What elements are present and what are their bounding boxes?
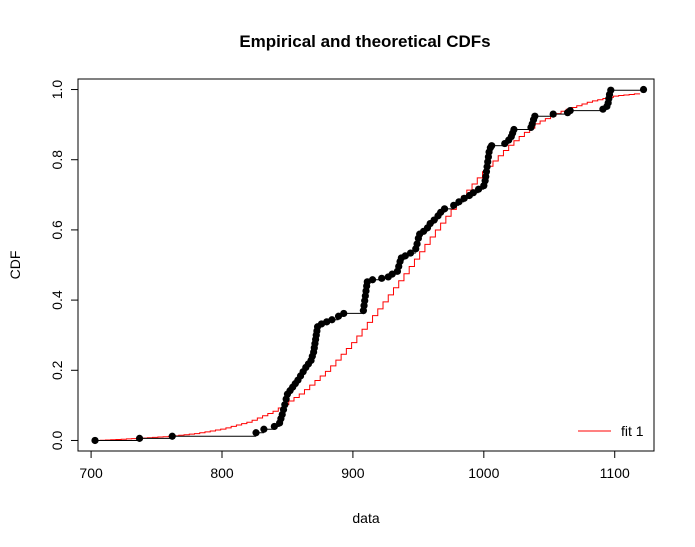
empirical-point-34: [340, 309, 348, 318]
empirical-point-62: [440, 205, 449, 213]
empirical-point-53: [413, 240, 421, 248]
y-tick-label-1: 0.2: [49, 360, 65, 380]
y-tick-label-3: 0.6: [49, 220, 65, 240]
y-tick-label-2: 0.4: [49, 290, 65, 310]
y-axis-label: CDF: [7, 251, 23, 280]
empirical-point-5: [270, 422, 278, 431]
empirical-cdf-layer: [91, 85, 648, 445]
theoretical-cdf-layer: [95, 93, 641, 441]
x-tick-label-3: 1000: [468, 465, 499, 481]
empirical-point-63: [450, 201, 458, 209]
empirical-point-96: [607, 86, 615, 94]
empirical-point-1: [135, 434, 144, 442]
x-axis-label: data: [352, 510, 379, 526]
empirical-point-43: [378, 274, 386, 282]
y-tick-label-5: 1.0: [49, 80, 65, 100]
empirical-point-87: [531, 112, 539, 120]
empirical-point-88: [549, 110, 557, 118]
empirical-point-64: [455, 198, 463, 206]
x-tick-label-0: 700: [79, 465, 103, 481]
empirical-point-10: [281, 401, 289, 409]
empirical-point-42: [368, 276, 377, 284]
y-tick-label-0: 0.0: [49, 431, 65, 451]
empirical-point-90: [566, 106, 574, 115]
x-tick-label-1: 800: [210, 465, 234, 481]
legend: fit 1: [578, 423, 644, 439]
empirical-point-2: [168, 432, 176, 440]
empirical-point-97: [639, 85, 648, 94]
x-axis: 700 800 900 1000 1100: [79, 450, 630, 481]
chart-title: Empirical and theoretical CDFs: [239, 32, 490, 51]
legend-label-fit-1: fit 1: [621, 423, 644, 439]
empirical-point-78: [488, 142, 496, 150]
empirical-point-83: [510, 125, 518, 134]
empirical-point-4: [260, 425, 268, 433]
x-tick-label-2: 900: [341, 465, 365, 481]
y-tick-label-4: 0.8: [49, 150, 65, 170]
theoretical-cdf-line: [95, 93, 641, 441]
empirical-point-0: [91, 436, 99, 445]
empirical-point-68: [474, 185, 483, 193]
y-axis: 0.0 0.2 0.4 0.6 0.8 1.0: [49, 80, 79, 451]
empirical-point-32: [328, 316, 336, 324]
empirical-point-3: [252, 429, 260, 437]
empirical-point-51: [406, 249, 415, 257]
empirical-point-67: [469, 189, 477, 197]
x-tick-label-4: 1100: [600, 465, 630, 481]
